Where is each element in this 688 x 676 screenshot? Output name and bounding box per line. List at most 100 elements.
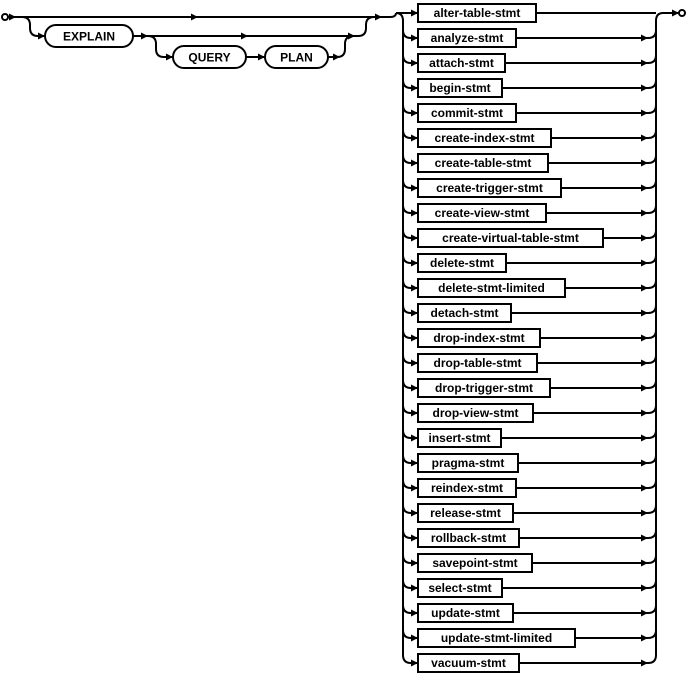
- plan-label: PLAN: [280, 51, 313, 65]
- statement-box: [417, 403, 534, 423]
- branch-line: [402, 529, 418, 539]
- right-rail: [655, 12, 679, 655]
- statement-box: [417, 78, 503, 98]
- statement-box: [417, 378, 551, 398]
- merge-line: [501, 429, 657, 439]
- merge-line: [516, 479, 657, 489]
- statement-box: [417, 228, 604, 248]
- statement-option: savepoint-stmt: [402, 553, 657, 573]
- statement-label: create-virtual-table-stmt: [442, 231, 579, 245]
- explain-merge: [355, 16, 375, 37]
- merge-line: [533, 404, 657, 414]
- statement-option: create-trigger-stmt: [402, 178, 657, 198]
- statement-label: insert-stmt: [428, 431, 490, 445]
- merge-line: [502, 579, 657, 589]
- plan-merge: [328, 35, 354, 58]
- statement-box: [417, 653, 520, 673]
- statement-box: [417, 253, 507, 273]
- entry-line: [372, 12, 397, 18]
- merge-line: [519, 654, 657, 664]
- branch-line: [402, 204, 418, 214]
- statement-label: pragma-stmt: [432, 456, 505, 470]
- branch-line: [402, 29, 418, 39]
- statement-option: create-view-stmt: [402, 203, 657, 223]
- arrow-icon: [333, 53, 340, 61]
- branch-line: [402, 79, 418, 89]
- arrow-icon: [141, 32, 148, 40]
- statement-option: reindex-stmt: [402, 478, 657, 498]
- statement-label: drop-table-stmt: [434, 356, 522, 370]
- statement-option: analyze-stmt: [402, 28, 657, 48]
- statement-box: [417, 553, 533, 573]
- branch-line: [402, 254, 418, 264]
- statement-box: [417, 578, 503, 598]
- statement-option: insert-stmt: [402, 428, 657, 448]
- statement-label: begin-stmt: [429, 81, 490, 95]
- branch-line: [402, 429, 418, 439]
- merge-line: [511, 304, 657, 314]
- statement-option: attach-stmt: [402, 53, 657, 73]
- merge-line: [540, 329, 657, 339]
- arrow-icon: [9, 13, 16, 21]
- branch-line: [402, 554, 418, 564]
- left-rail: [395, 12, 404, 655]
- statement-label: detach-stmt: [430, 306, 498, 320]
- arrow-icon: [241, 32, 248, 40]
- explain-branch: [21, 16, 45, 37]
- statement-label: create-view-stmt: [435, 206, 530, 220]
- statement-option: drop-table-stmt: [402, 353, 657, 373]
- arrow-icon: [38, 32, 45, 40]
- statement-box: [417, 603, 514, 623]
- branch-line: [402, 454, 418, 464]
- statement-option: alter-table-stmt: [417, 3, 656, 23]
- branch-line: [402, 379, 418, 389]
- statement-label: commit-stmt: [431, 106, 503, 120]
- merge-line: [505, 54, 657, 64]
- arrow-icon: [348, 32, 355, 40]
- statement-box: [417, 28, 517, 48]
- statement-label: drop-index-stmt: [433, 331, 524, 345]
- merge-line: [519, 529, 657, 539]
- statement-box: [417, 503, 514, 523]
- statement-box: [417, 453, 519, 473]
- statement-box: [417, 178, 562, 198]
- statement-label: vacuum-stmt: [431, 656, 506, 670]
- statement-box: [417, 103, 517, 123]
- statement-label: update-stmt: [431, 606, 500, 620]
- statement-option: pragma-stmt: [402, 453, 657, 473]
- branch-line: [402, 579, 418, 589]
- branch-line: [402, 629, 418, 639]
- statement-box: [417, 278, 566, 298]
- branch-line: [402, 479, 418, 489]
- statement-label: delete-stmt-limited: [438, 281, 545, 295]
- query-label: QUERY: [188, 51, 230, 65]
- statement-box: [417, 303, 512, 323]
- branch-line: [402, 329, 418, 339]
- statement-option: drop-view-stmt: [402, 403, 657, 423]
- branch-line: [402, 354, 418, 364]
- statement-option: select-stmt: [402, 578, 657, 598]
- statement-label: drop-view-stmt: [432, 406, 518, 420]
- statement-option: create-virtual-table-stmt: [402, 228, 657, 248]
- statement-box: [417, 478, 517, 498]
- statement-option: rollback-stmt: [402, 528, 657, 548]
- statement-option: update-stmt-limited: [402, 628, 657, 648]
- branch-line: [402, 154, 418, 164]
- statement-option: create-index-stmt: [402, 128, 657, 148]
- merge-line: [603, 229, 657, 239]
- statement-box: [417, 328, 541, 348]
- statement-label: rollback-stmt: [431, 531, 506, 545]
- merge-line: [575, 629, 657, 639]
- merge-line: [506, 254, 657, 264]
- merge-line: [565, 279, 657, 289]
- merge-line: [513, 604, 657, 614]
- branch-line: [402, 304, 418, 314]
- statement-option: release-stmt: [402, 503, 657, 523]
- statement-option: delete-stmt-limited: [402, 278, 657, 298]
- arrow-icon: [166, 53, 173, 61]
- arrow-icon: [258, 53, 265, 61]
- merge-line: [516, 29, 657, 39]
- statement-option: update-stmt: [402, 603, 657, 623]
- statement-label: release-stmt: [430, 506, 501, 520]
- merge-line: [550, 379, 657, 389]
